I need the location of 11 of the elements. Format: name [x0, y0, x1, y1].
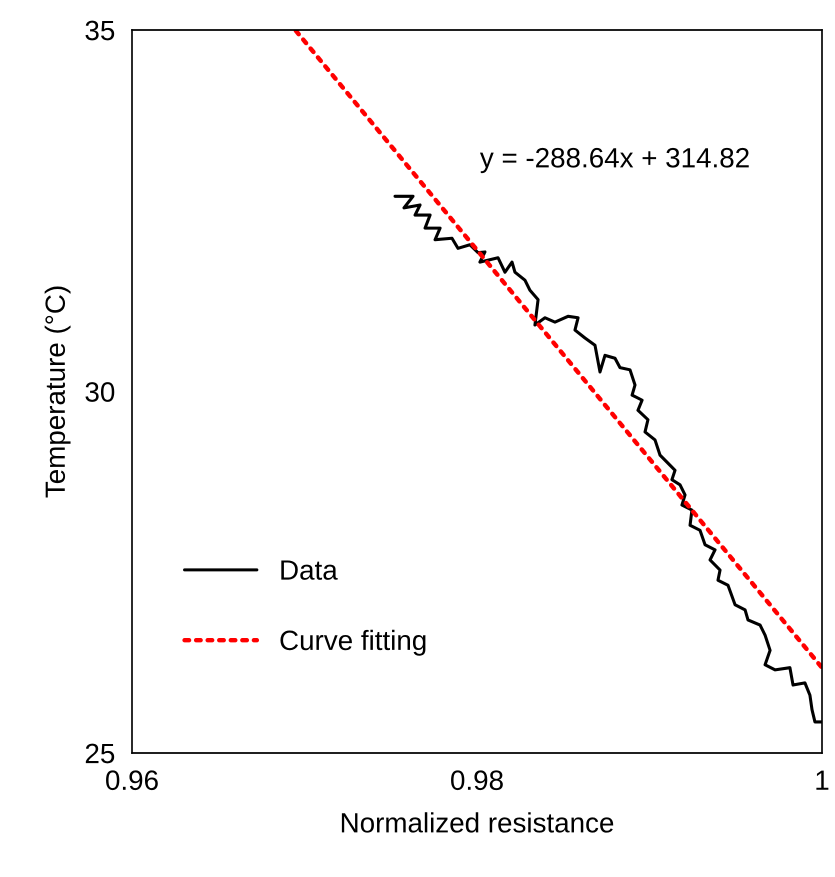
legend-label: Curve fitting — [280, 630, 426, 656]
x-axis-title: Normalized resistance — [342, 812, 614, 833]
y-tick-label: 35 — [86, 20, 114, 40]
y-tick-label: 25 — [86, 744, 114, 764]
annotation: y = -288.64x + 314.82 — [480, 148, 749, 174]
legend-label: Data — [281, 560, 338, 580]
x-tick-label: 1 — [816, 770, 828, 790]
y-axis-title: Temperature (°C) — [44, 286, 71, 498]
y-tick-label: 30 — [86, 382, 114, 402]
x-tick-label: 0.98 — [451, 770, 503, 790]
x-tick-label: 0.96 — [106, 770, 158, 790]
